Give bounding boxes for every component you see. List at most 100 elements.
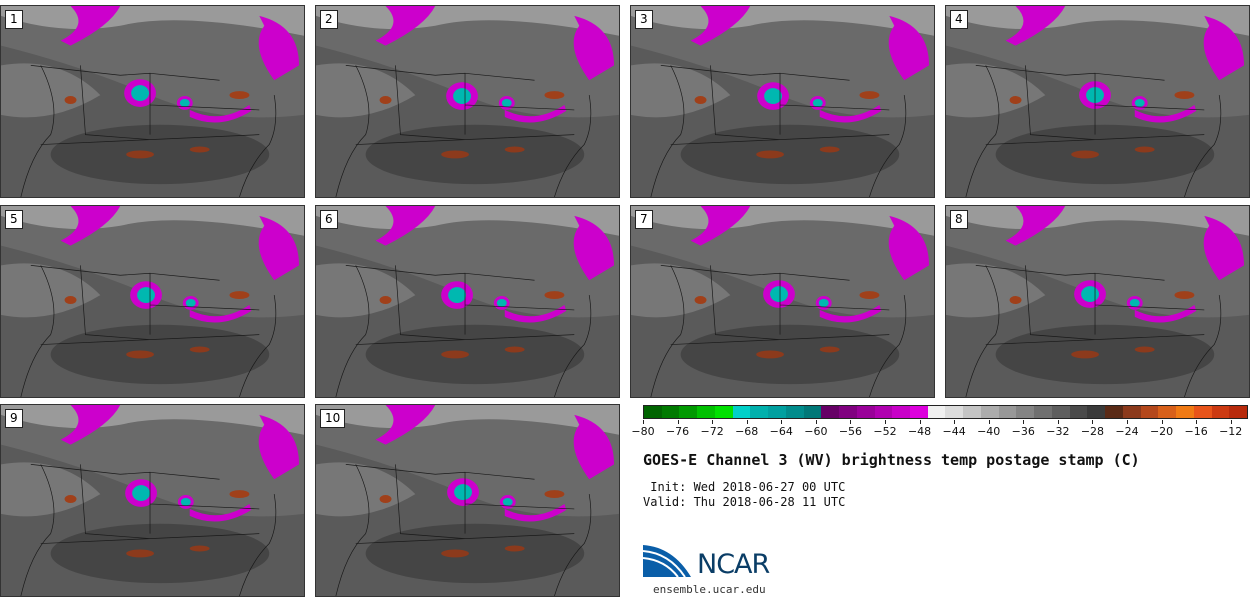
- colorbar-segment: [927, 406, 946, 418]
- colorbar-segment: [1193, 406, 1212, 418]
- colorbar-tick: [1023, 420, 1025, 424]
- colorbar-segment: [750, 406, 769, 418]
- colorbar-tick: [1196, 420, 1198, 424]
- colorbar-tick-label: −48: [907, 425, 932, 438]
- colorbar-tick: [919, 420, 921, 424]
- colorbar-segment: [679, 406, 698, 418]
- colorbar-tick-label: −16: [1184, 425, 1208, 438]
- ncar-logo-text: NCAR: [697, 549, 770, 580]
- colorbar-tick: [1161, 420, 1163, 424]
- colorbar-segment: [1016, 406, 1035, 418]
- wv-map-image: [1, 206, 304, 397]
- colorbar-tick-label: −64: [769, 425, 793, 438]
- colorbar-segment: [963, 406, 981, 418]
- wv-map-image: [631, 6, 934, 197]
- colorbar-segment: [1087, 406, 1106, 418]
- colorbar-segment: [1158, 406, 1177, 418]
- colorbar-tick: [988, 420, 990, 424]
- wv-map-image: [316, 405, 619, 596]
- init-time: Init: Wed 2018-06-27 00 UTC: [643, 480, 846, 494]
- colorbar-tick-label: −72: [700, 425, 724, 438]
- stamp-panel-8: 8: [945, 205, 1250, 398]
- colorbar-segment: [856, 406, 875, 418]
- colorbar-tick: [677, 420, 679, 424]
- colorbar-tick: [815, 420, 817, 424]
- colorbar-tick: [1057, 420, 1059, 424]
- wv-map-image: [1, 6, 304, 197]
- colorbar-tick-label: −60: [804, 425, 828, 438]
- wv-map-image: [316, 6, 619, 197]
- colorbar-segment: [980, 406, 999, 418]
- stamp-panel-3: 3: [630, 5, 935, 198]
- figure-title: GOES-E Channel 3 (WV) brightness temp po…: [643, 451, 1140, 469]
- colorbar-segment: [1034, 406, 1052, 418]
- stamp-panel-9: 9: [0, 404, 305, 597]
- colorbar-segment: [1122, 406, 1141, 418]
- colorbar-segment: [1051, 406, 1070, 418]
- colorbar-segment: [1176, 406, 1194, 418]
- colorbar-segment: [768, 406, 786, 418]
- stamp-number: 4: [950, 10, 968, 29]
- colorbar-tick: [746, 420, 748, 424]
- stamp-panel-10: 10: [315, 404, 620, 597]
- colorbar-tick-label: −40: [977, 425, 1001, 438]
- stamp-panel-4: 4: [945, 5, 1250, 198]
- colorbar-segment: [661, 406, 680, 418]
- colorbar-segment: [1140, 406, 1159, 418]
- colorbar-segment: [803, 406, 822, 418]
- colorbar-tick-label: −76: [665, 425, 690, 438]
- stamp-number: 1: [5, 10, 23, 29]
- colorbar-tick: [712, 420, 714, 424]
- colorbar-tick-label: −56: [838, 425, 863, 438]
- colorbar-tick: [1230, 420, 1232, 424]
- colorbar-segment: [714, 406, 733, 418]
- wv-map-image: [946, 6, 1249, 197]
- colorbar-tick: [850, 420, 852, 424]
- colorbar-tick-label: −20: [1149, 425, 1174, 438]
- stamp-number: 5: [5, 210, 23, 229]
- colorbar-tick: [781, 420, 783, 424]
- colorbar-tick-label: −12: [1219, 425, 1243, 438]
- stamp-number: 6: [320, 210, 338, 229]
- colorbar-tick-label: −28: [1080, 425, 1105, 438]
- colorbar-segment: [839, 406, 857, 418]
- colorbar-segment: [821, 406, 840, 418]
- stamp-number: 10: [320, 409, 346, 428]
- wv-map-image: [946, 206, 1249, 397]
- colorbar-segment: [1105, 406, 1123, 418]
- colorbar-tick: [1092, 420, 1094, 424]
- ncar-logo-icon: [643, 545, 691, 578]
- site-url: ensemble.ucar.edu: [653, 583, 766, 596]
- stamp-panel-1: 1: [0, 5, 305, 198]
- colorbar-tick-label: −36: [1011, 425, 1035, 438]
- colorbar-ticks: −80 −76 −72 −68 −64 −60 −56 −52 −48 −44 −40 −36 −32−…: [631, 420, 1248, 442]
- colorbar-segment: [945, 406, 964, 418]
- colorbar-segment: [998, 406, 1017, 418]
- colorbar-segment: [910, 406, 928, 418]
- colorbar-segment: [1211, 406, 1230, 418]
- colorbar-segment: [1069, 406, 1088, 418]
- colorbar-segment: [732, 406, 751, 418]
- colorbar-segment: [892, 406, 911, 418]
- colorbar-segment: [644, 406, 662, 418]
- wv-map-image: [316, 206, 619, 397]
- stamp-number: 7: [635, 210, 653, 229]
- colorbar-segment: [697, 406, 715, 418]
- valid-time: Valid: Thu 2018-06-28 11 UTC: [643, 495, 846, 509]
- stamp-number: 8: [950, 210, 968, 229]
- colorbar-tick-label: −80: [631, 425, 655, 438]
- stamp-number: 2: [320, 10, 338, 29]
- colorbar-segment: [785, 406, 804, 418]
- colorbar: [643, 405, 1248, 419]
- colorbar-tick-label: −44: [942, 425, 966, 438]
- colorbar-tick-label: −68: [735, 425, 759, 438]
- stamp-panel-7: 7: [630, 205, 935, 398]
- wv-map-image: [1, 405, 304, 596]
- stamp-number: 3: [635, 10, 653, 29]
- colorbar-tick: [885, 420, 886, 424]
- colorbar-tick-label: −52: [873, 425, 897, 438]
- stamp-panel-5: 5: [0, 205, 305, 398]
- colorbar-tick-label: −32: [1046, 425, 1070, 438]
- wv-map-image: [631, 206, 934, 397]
- stamp-panel-6: 6: [315, 205, 620, 398]
